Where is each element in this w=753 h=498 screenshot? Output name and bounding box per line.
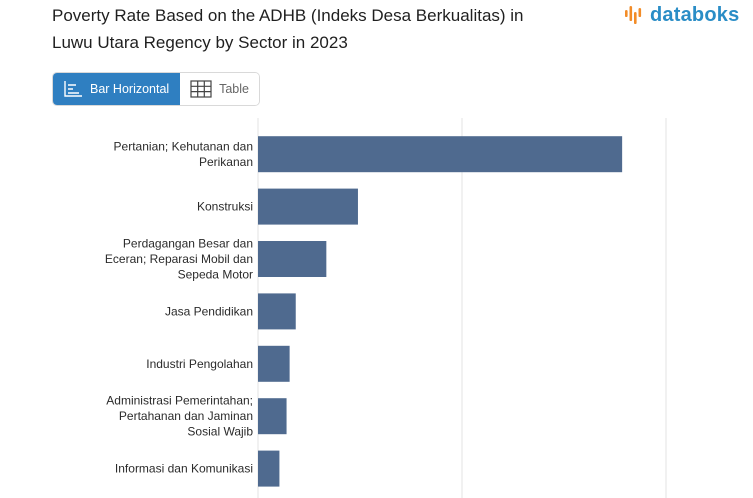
bar-horizontal-label: Bar Horizontal — [90, 82, 170, 96]
category-label-line: Perdagangan Besar dan — [123, 237, 253, 251]
category-label-line: Sosial Wajib — [187, 425, 253, 439]
bar-6[interactable] — [258, 450, 280, 487]
bar-chart: Pertanian; Kehutanan dan Perikanan Konstru… — [105, 118, 667, 498]
logo-bars-icon — [625, 6, 642, 24]
bar-0[interactable] — [258, 136, 623, 173]
title-line-1: Poverty Rate Based on the ADHB (Indeks D… — [52, 6, 524, 25]
logo-text: databoks — [650, 3, 740, 26]
category-label-3: Jasa Pendidikan — [165, 304, 253, 318]
bar-2[interactable] — [258, 241, 327, 277]
category-label-6: Informasi dan Komunikasi — [115, 462, 253, 476]
bar-5[interactable] — [258, 398, 287, 435]
category-label-line: Eceran; Reparasi Mobil dan — [105, 252, 253, 266]
table-button[interactable]: Table — [180, 73, 259, 105]
category-label-4: Industri Pengolahan — [146, 357, 253, 371]
category-label-0: Pertanian; Kehutanan dan Perikanan — [114, 139, 253, 169]
category-label-line: Konstruksi — [197, 200, 253, 214]
category-label-line: Industri Pengolahan — [146, 357, 253, 371]
category-label-line: Perikanan — [199, 155, 253, 169]
category-label-line: Sepeda Motor — [178, 268, 253, 282]
bar-horizontal-icon — [64, 81, 82, 97]
bar-3[interactable] — [258, 293, 296, 330]
category-label-line: Pertanian; Kehutanan dan — [114, 139, 253, 153]
title-line-2: Luwu Utara Regency by Sector in 2023 — [52, 33, 348, 52]
view-toggle: Bar Horizontal Table — [52, 72, 260, 106]
category-label-line: Pertahanan dan Jaminan — [119, 409, 253, 423]
category-label-line: Administrasi Pemerintahan; — [106, 394, 253, 408]
bar-1[interactable] — [258, 188, 358, 225]
category-label-2: Perdagangan Besar dan Eceran; Reparasi Mo… — [105, 237, 253, 282]
category-label-line: Informasi dan Komunikasi — [115, 462, 253, 476]
databoks-logo: databoks — [624, 3, 739, 27]
table-grid-icon — [190, 80, 212, 98]
table-label: Table — [219, 82, 249, 96]
chart-title: Poverty Rate Based on the ADHB (Indeks D… — [52, 2, 612, 56]
category-label-1: Konstruksi — [197, 200, 253, 214]
category-label-line: Jasa Pendidikan — [165, 304, 253, 318]
bar-4[interactable] — [258, 345, 290, 382]
category-label-5: Administrasi Pemerintahan; Pertahanan dan… — [106, 394, 253, 439]
bar-horizontal-button[interactable]: Bar Horizontal — [53, 73, 181, 105]
